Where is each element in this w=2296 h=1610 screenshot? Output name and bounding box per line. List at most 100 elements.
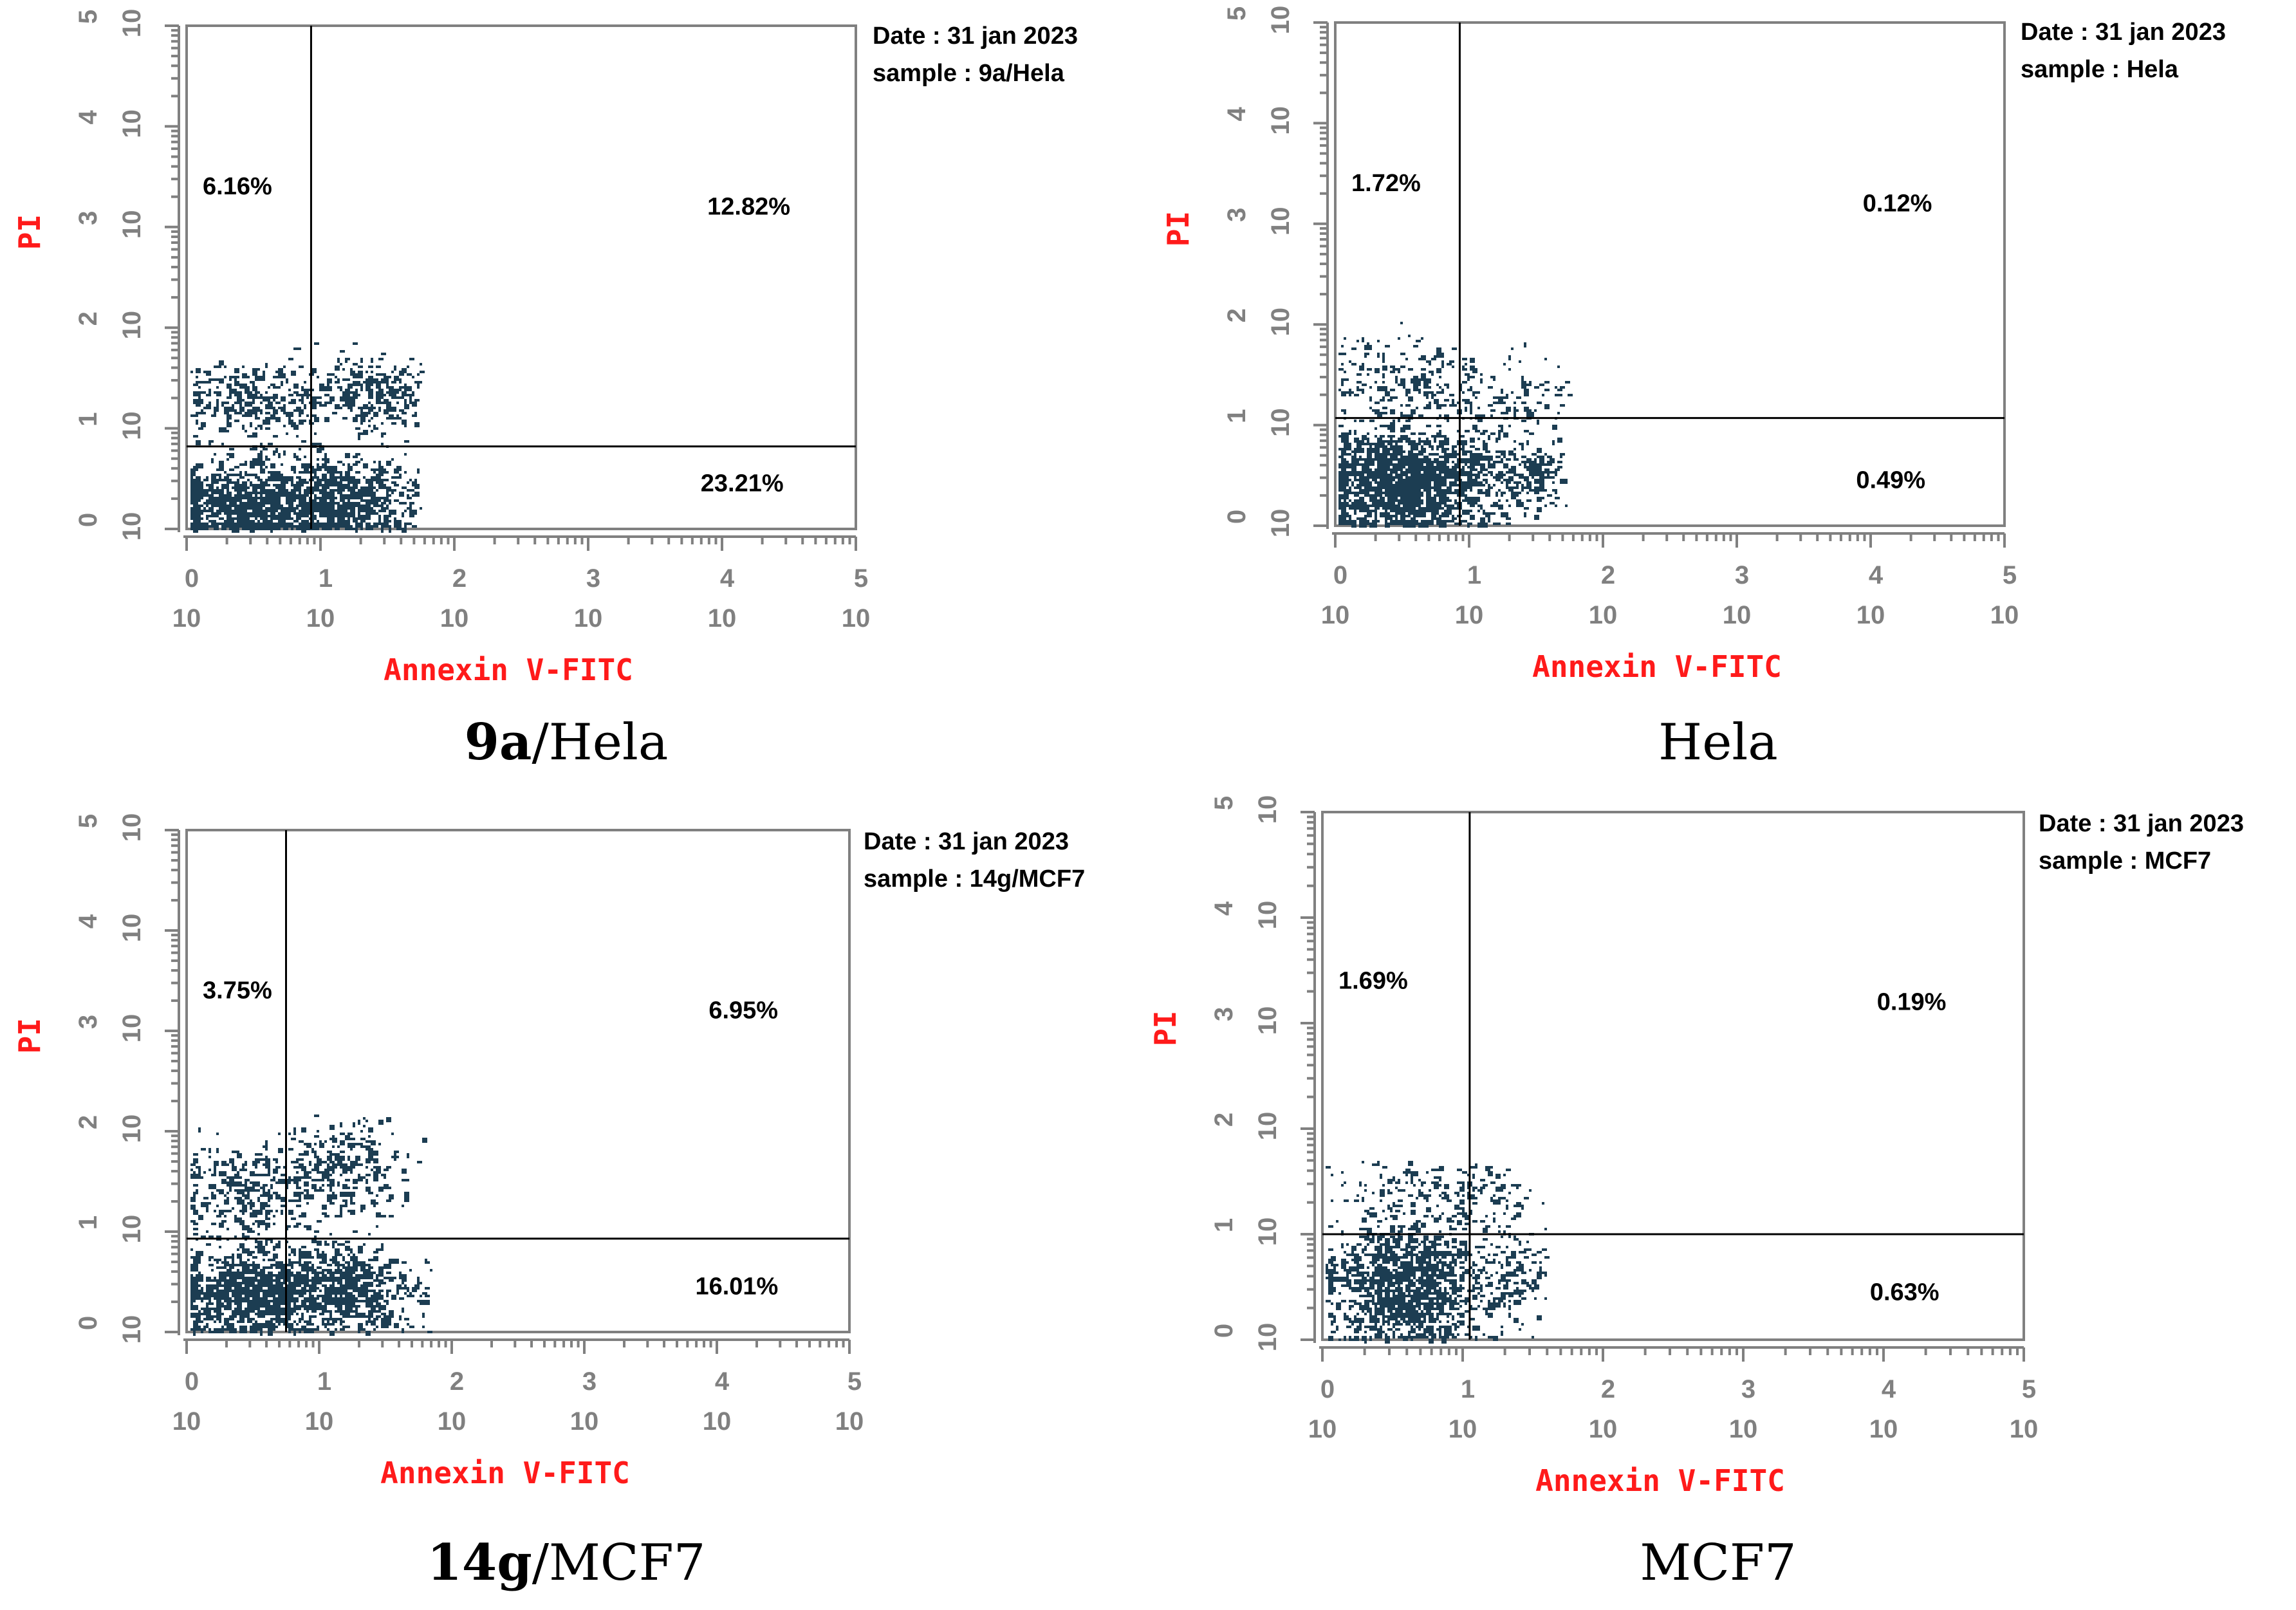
event-dots	[190, 1115, 432, 1336]
y-tick-base: 10	[1254, 1006, 1282, 1035]
quadrant-upper-right-percent: 12.82%	[707, 193, 790, 220]
x-tick-exponent: 2	[1601, 561, 1615, 589]
panel-3: 0 10 0 10 1 10 1 10 2 10 2 10 3 10 3 10 4 10 4 10 5 10 5 10 Anne…	[12, 813, 1085, 1592]
x-tick-exponent: 5	[854, 564, 868, 593]
event-cluster-2	[1326, 1161, 1521, 1259]
y-tick-exponent: 1	[74, 412, 102, 426]
panel-4: 0 10 0 10 1 10 1 10 2 10 2 10 3 10 3 10 4 10 4 10 5 10 5 10 Anne…	[1148, 795, 2244, 1592]
panel-caption: 9a/Hela	[465, 713, 669, 772]
panel-2: 0 10 0 10 1 10 1 10 2 10 2 10 3 10 3 10 4 10 4 10 5 10 5 10 Anne…	[1161, 6, 2226, 772]
y-tick-exponent: 2	[74, 1115, 102, 1129]
x-tick-exponent: 3	[586, 564, 600, 593]
y-tick-exponent: 3	[1223, 208, 1251, 222]
y-tick-exponent: 3	[74, 1015, 102, 1029]
axes	[1301, 811, 2025, 1362]
axes	[1313, 21, 2006, 548]
y-tick-base: 10	[118, 311, 146, 340]
x-axis-title: Annexin V-FITC	[1535, 1463, 1785, 1498]
event-dots	[1326, 1161, 1550, 1344]
event-dots	[190, 342, 425, 533]
y-tick-exponent: 0	[74, 513, 102, 527]
quadrant-lower-right-percent: 0.63%	[1870, 1279, 1940, 1306]
x-tick-base: 10	[305, 1407, 334, 1436]
quadrant-upper-left-percent: 3.75%	[203, 977, 272, 1004]
date-label: Date : 31 jan 2023	[873, 23, 1078, 50]
y-tick-exponent: 4	[1223, 107, 1251, 122]
x-tick-exponent: 4	[720, 564, 735, 593]
panel-1: 0 10 0 10 1 10 1 10 2 10 2 10 3 10 3 10 4 10 4 10 5 10 5 10 Anne…	[12, 9, 1078, 772]
event-cluster-3	[1493, 438, 1568, 520]
quadrant-lower-right-percent: 16.01%	[695, 1273, 778, 1300]
axes	[165, 24, 857, 551]
caption-cell-line: Hela	[1658, 714, 1778, 772]
x-tick-base: 10	[438, 1407, 467, 1436]
panel-caption: Hela	[1658, 714, 1778, 772]
y-tick-base: 10	[1266, 6, 1295, 35]
x-tick-base: 10	[574, 604, 603, 633]
y-tick-exponent: 1	[1223, 409, 1251, 423]
x-tick-base: 10	[172, 604, 201, 633]
x-tick-base: 10	[1308, 1415, 1337, 1443]
y-tick-base: 10	[118, 9, 146, 38]
x-tick-exponent: 4	[715, 1367, 730, 1396]
event-dots	[1338, 322, 1573, 528]
event-cluster-5	[1405, 342, 1573, 443]
x-tick-base: 10	[1589, 1415, 1618, 1443]
y-tick-exponent: 4	[74, 914, 102, 929]
x-tick-base: 10	[1449, 1415, 1477, 1443]
x-axis-title: Annexin V-FITC	[380, 1456, 630, 1490]
x-tick-exponent: 1	[1467, 561, 1481, 589]
y-tick-base: 10	[118, 210, 146, 239]
y-tick-base: 10	[1254, 795, 1282, 824]
quadrant-upper-right-percent: 0.19%	[1877, 989, 1947, 1016]
caption-cell-line: /MCF7	[532, 1534, 706, 1592]
x-tick-base: 10	[2010, 1415, 2039, 1443]
x-tick-exponent: 0	[1333, 561, 1347, 589]
x-axis-title: Annexin V-FITC	[1532, 649, 1782, 684]
y-tick-base: 10	[118, 1215, 146, 1244]
x-tick-base: 10	[1856, 601, 1885, 629]
x-tick-exponent: 0	[185, 1367, 199, 1396]
y-tick-exponent: 2	[1210, 1113, 1238, 1127]
event-cluster-4	[250, 1115, 427, 1251]
y-tick-exponent: 3	[74, 211, 102, 225]
x-tick-base: 10	[1321, 601, 1350, 629]
quadrant-upper-right-percent: 0.12%	[1863, 190, 1932, 217]
y-tick-base: 10	[118, 512, 146, 541]
panel-caption: 14g/MCF7	[427, 1533, 706, 1592]
quadrant-lower-right-percent: 23.21%	[701, 470, 784, 497]
x-tick-base: 10	[1729, 1415, 1758, 1443]
x-tick-base: 10	[835, 1407, 864, 1436]
date-label: Date : 31 jan 2023	[2021, 19, 2226, 46]
x-tick-base: 10	[708, 604, 737, 633]
x-tick-base: 10	[570, 1407, 599, 1436]
axes	[165, 829, 851, 1354]
x-tick-base: 10	[1990, 601, 2019, 629]
x-tick-exponent: 2	[1601, 1375, 1615, 1403]
event-cluster-2	[216, 1215, 432, 1336]
y-tick-base: 10	[1254, 1112, 1282, 1141]
x-tick-exponent: 2	[452, 564, 467, 593]
y-tick-base: 10	[1266, 106, 1295, 135]
panel-caption: MCF7	[1640, 1534, 1796, 1592]
y-tick-base: 10	[118, 411, 146, 440]
quadrant-lower-right-percent: 0.49%	[1856, 467, 1925, 494]
y-tick-exponent: 0	[1210, 1324, 1238, 1338]
x-tick-base: 10	[842, 604, 871, 633]
date-label: Date : 31 jan 2023	[2039, 810, 2244, 837]
y-tick-exponent: 5	[1210, 796, 1238, 810]
y-tick-base: 10	[1266, 408, 1295, 437]
y-tick-exponent: 2	[1223, 308, 1251, 322]
x-tick-exponent: 2	[450, 1367, 464, 1396]
event-cluster-3	[190, 347, 353, 458]
y-tick-base: 10	[1266, 207, 1295, 236]
y-tick-exponent: 0	[74, 1316, 102, 1330]
y-tick-exponent: 1	[1210, 1218, 1238, 1232]
x-tick-base: 10	[1869, 1415, 1898, 1443]
x-tick-exponent: 1	[1461, 1375, 1475, 1403]
x-tick-base: 10	[1723, 601, 1752, 629]
sample-label: sample : MCF7	[2039, 847, 2211, 874]
x-tick-exponent: 0	[1320, 1375, 1335, 1403]
x-tick-exponent: 5	[847, 1367, 862, 1396]
